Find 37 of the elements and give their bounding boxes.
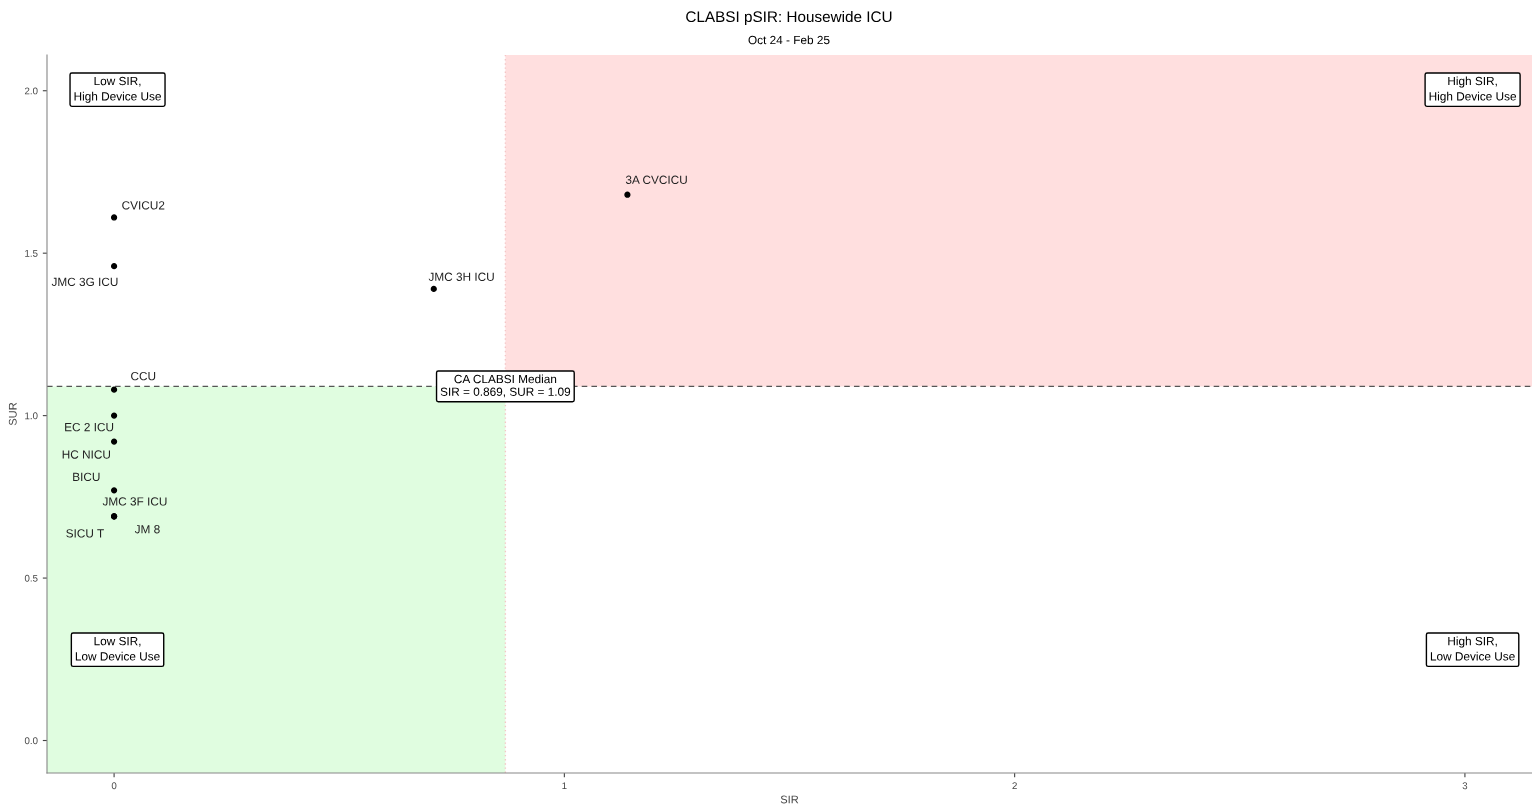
y-tick-label: 1.5 [25, 250, 38, 257]
x-tick-label: 1 [562, 782, 567, 790]
annotation: Low SIR, High Device Use [74, 76, 161, 103]
series-label: BICU [73, 472, 100, 482]
x-tick-label: 3 [1462, 782, 1468, 790]
series-label: JM 8 [134, 525, 160, 534]
y-tick-label: 2.0 [24, 87, 38, 95]
point [110, 487, 118, 494]
y-tick-label: 0.0 [24, 737, 38, 745]
point [110, 263, 118, 270]
chart-subtitle: Oct 24 - Feb 25 [748, 35, 830, 45]
point [624, 191, 631, 198]
point [430, 285, 437, 293]
annotation: High SIR, Low Device Use [1430, 636, 1515, 661]
point [110, 438, 118, 445]
series-label: SICU T [66, 529, 104, 538]
y-tick-label: 1.0 [25, 412, 38, 420]
y-axis-title: SUR [8, 402, 17, 426]
annotation: Low SIR, Low Device Use [75, 636, 160, 661]
series-label: CVICU2 [122, 201, 165, 210]
series-label: JMC 3F ICU [102, 497, 167, 506]
chart-title: CLABSI pSIR: Housewide ICU [686, 10, 892, 26]
x-tick-label: 0 [111, 782, 117, 790]
x-tick-label: 2 [1012, 782, 1017, 790]
annotation: CA CLABSI Median SIR = 0.869, SUR = 1.09 [440, 374, 571, 398]
series-label: EC 2 ICU [65, 422, 114, 432]
x-axis-title: SIR [780, 795, 799, 804]
series-label: JMC 3H ICU [428, 272, 494, 281]
point [110, 214, 118, 221]
y-tick-label: 0.5 [24, 574, 38, 582]
series-label: JMC 3G ICU [51, 277, 118, 287]
series-label: HC NICU [62, 450, 110, 459]
point [110, 386, 118, 393]
series-label: CCU [131, 371, 156, 381]
annotation: High SIR, High Device Use [1429, 76, 1517, 103]
series-label: 3A CVCICU [625, 175, 687, 184]
point [110, 412, 118, 419]
